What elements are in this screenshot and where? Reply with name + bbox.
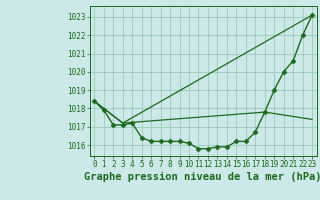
X-axis label: Graphe pression niveau de la mer (hPa): Graphe pression niveau de la mer (hPa) — [84, 172, 320, 182]
